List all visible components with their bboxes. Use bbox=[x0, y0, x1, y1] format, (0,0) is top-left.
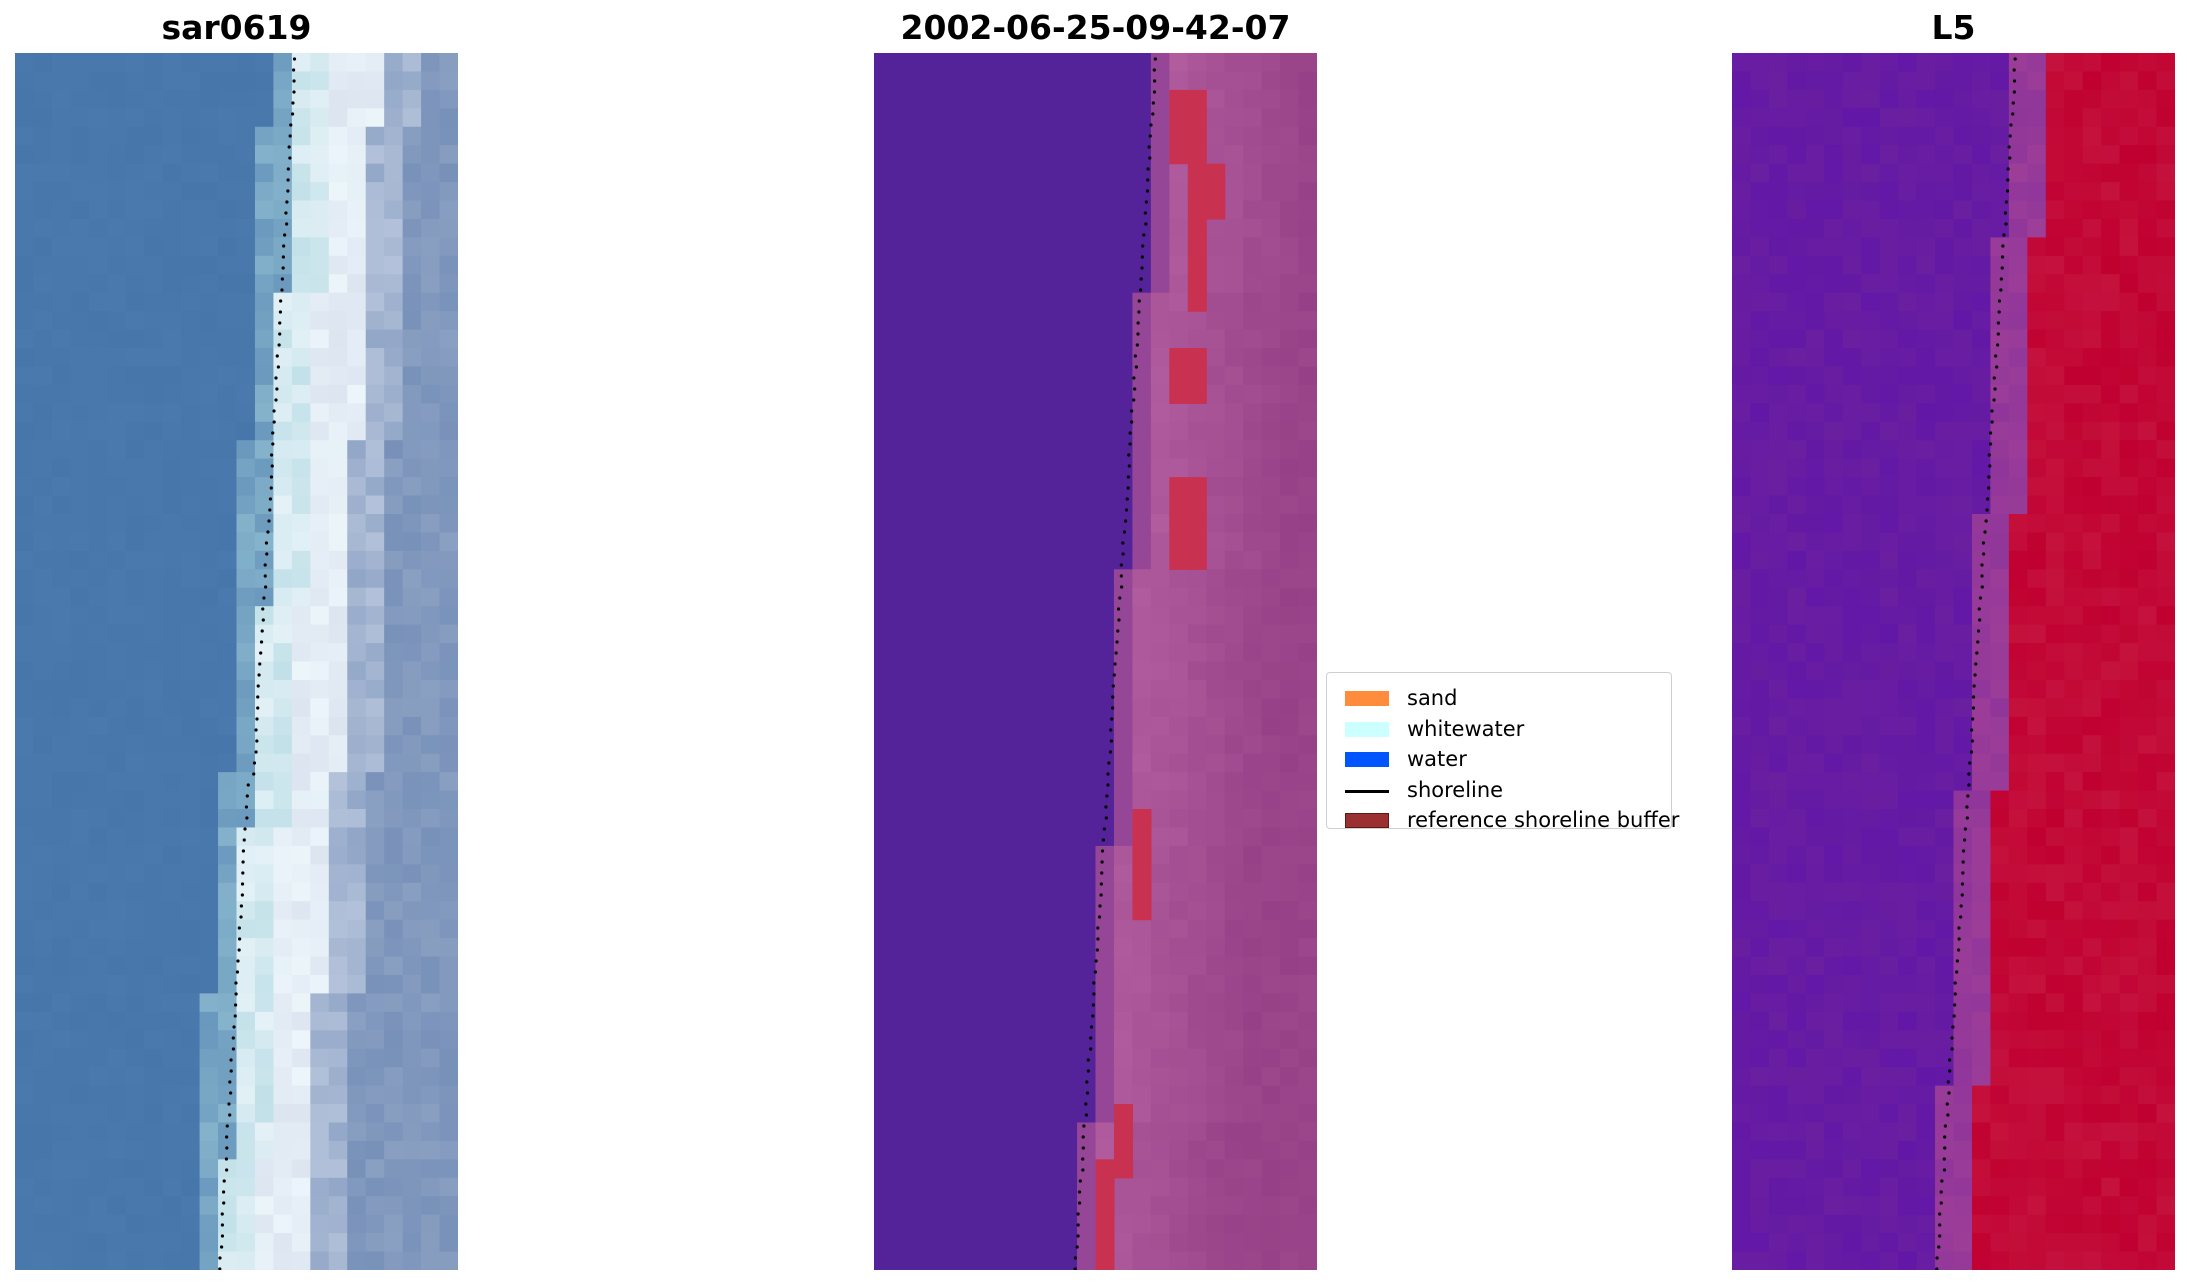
legend-item-reference-buffer: reference shoreline buffer bbox=[1339, 805, 1679, 836]
buffer-swatch bbox=[1345, 813, 1389, 828]
legend-label: whitewater bbox=[1407, 716, 1525, 741]
legend-item-whitewater: whitewater bbox=[1339, 714, 1659, 745]
shoreline-points bbox=[1935, 57, 2017, 1271]
rgb-image-panel bbox=[15, 53, 459, 1271]
legend-item-shoreline: shoreline bbox=[1339, 775, 1659, 806]
index-image bbox=[1732, 53, 2176, 1271]
legend-label: shoreline bbox=[1407, 777, 1504, 802]
shoreline-line-swatch bbox=[1345, 789, 1389, 793]
shoreline-points bbox=[218, 57, 297, 1271]
classified-image-panel bbox=[874, 53, 1318, 1271]
whitewater-swatch bbox=[1345, 721, 1389, 737]
sand-swatch bbox=[1345, 691, 1389, 706]
rgb-image bbox=[15, 53, 459, 1271]
legend-label: reference shoreline buffer bbox=[1407, 808, 1680, 832]
panel-title-index: L5 bbox=[1931, 8, 1976, 47]
legend-item-water: water bbox=[1339, 744, 1659, 775]
panel-title-sar: sar0619 bbox=[161, 8, 312, 47]
legend-item-sand: sand bbox=[1339, 683, 1659, 714]
legend-label: water bbox=[1407, 747, 1467, 771]
panel-title-date: 2002-06-25-09-42-07 bbox=[900, 8, 1291, 47]
legend: sand whitewater water shoreline referenc… bbox=[1326, 672, 1679, 832]
legend-label: sand bbox=[1407, 686, 1458, 710]
shoreline-points bbox=[1073, 57, 1157, 1271]
index-image-panel bbox=[1732, 53, 2176, 1271]
water-swatch bbox=[1345, 752, 1389, 767]
classified-image bbox=[874, 53, 1318, 1271]
